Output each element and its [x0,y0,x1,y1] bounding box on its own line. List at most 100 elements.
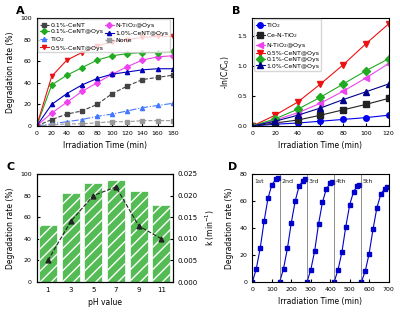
N-TiO2@Oys [155,55,160,59]
0.1%-CeNT [125,84,130,88]
1.0%-CeNT@Oys [386,82,391,86]
Text: 3rd: 3rd [308,179,319,184]
TiO2 [341,118,346,121]
0.1%-CeNT [80,109,84,113]
1.0%-CeNT@Oys [364,90,368,94]
Line: Ce-N-TiO2: Ce-N-TiO2 [250,96,391,129]
Y-axis label: -ln(C/C$_0$): -ln(C/C$_0$) [220,55,232,89]
0.5%-CeNT@Oys [364,42,368,46]
TiO2 [273,122,278,126]
Ce-N-TiO2 [341,108,346,112]
TiO2 [95,115,100,118]
Line: 0.1%-CeNT@Oys: 0.1%-CeNT@Oys [250,56,391,129]
None [125,120,130,124]
Legend: TiO$_2$, Ce-N-TiO$_2$, N-TiO$_2$@Oys, 0.5%-CeNT@Oys, 0.1%-CeNT@Oys, 1.0%-CeNT@Oy: TiO$_2$, Ce-N-TiO$_2$, N-TiO$_2$@Oys, 0.… [254,19,321,70]
Text: 5th: 5th [363,179,373,184]
0.1%-CeNT [95,103,100,106]
TiO2 [155,104,160,107]
N-TiO2@Oys [386,62,391,65]
0.5%-CeNT@Oys [273,113,278,117]
N-TiO2@Oys [140,58,145,62]
Y-axis label: k (min$^{-1}$): k (min$^{-1}$) [204,210,217,246]
0.1%-CeNT@Oys [250,124,255,128]
TiO2 [170,101,175,105]
1.0%-CeNT@Oys [341,98,346,101]
0.5%-CeNT@Oys [34,124,39,128]
0.5%-CeNT@Oys [250,124,255,128]
0.1%-CeNT [34,124,39,128]
0.1%-CeNT@Oys [170,49,175,53]
0.1%-CeNT@Oys [80,66,84,69]
X-axis label: Irradiation Time (min): Irradiation Time (min) [278,141,362,151]
0.1%-CeNT@Oys [273,117,278,121]
0.1%-CeNT@Oys [341,82,346,86]
Text: B: B [232,6,240,16]
TiO2 [64,120,69,124]
0.5%-CeNT@Oys [125,38,130,41]
Bar [62,193,80,282]
Ce-N-TiO2 [250,124,255,128]
Y-axis label: Degradation rate (%): Degradation rate (%) [6,187,14,269]
Line: 0.5%-CeNT@Oys: 0.5%-CeNT@Oys [34,34,175,128]
Ce-N-TiO2 [318,113,323,117]
1.0%-CeNT@Oys [95,77,100,80]
N-TiO2@Oys [318,101,323,105]
N-TiO2@Oys [273,118,278,122]
Line: 0.5%-CeNT@Oys: 0.5%-CeNT@Oys [250,21,391,129]
0.5%-CeNT@Oys [296,100,300,104]
1.0%-CeNT@Oys [125,70,130,74]
TiO2 [34,124,39,128]
N-TiO2@Oys [95,81,100,85]
N-TiO2@Oys [64,100,69,104]
TiO2 [318,119,323,123]
TiO2 [296,121,300,125]
0.1%-CeNT@Oys [155,51,160,54]
Text: 2nd: 2nd [281,179,293,184]
N-TiO2@Oys [34,124,39,128]
Ce-N-TiO2 [386,96,391,100]
1.0%-CeNT@Oys [80,83,84,87]
N-TiO2@Oys [341,89,346,93]
0.5%-CeNT@Oys [170,34,175,38]
X-axis label: Irradiation Time (min): Irradiation Time (min) [278,297,362,306]
N-TiO2@Oys [170,54,175,58]
TiO2 [140,106,145,110]
Line: TiO2: TiO2 [250,112,391,129]
Line: N-TiO2@Oys: N-TiO2@Oys [250,61,391,129]
TiO2 [250,124,255,128]
TiO2 [110,112,115,116]
0.1%-CeNT@Oys [49,83,54,87]
0.1%-CeNT [140,78,145,81]
0.1%-CeNT@Oys [386,57,391,61]
N-TiO2@Oys [80,90,84,93]
Ce-N-TiO2 [273,121,278,125]
0.5%-CeNT@Oys [155,34,160,38]
TiO2 [125,109,130,113]
N-TiO2@Oys [296,111,300,115]
1.0%-CeNT@Oys [296,113,300,117]
1.0%-CeNT@Oys [250,124,255,128]
Bar [39,225,57,282]
0.5%-CeNT@Oys [49,74,54,78]
X-axis label: pH value: pH value [88,298,122,307]
Text: A: A [16,6,25,16]
1.0%-CeNT@Oys [140,68,145,72]
1.0%-CeNT@Oys [110,72,115,76]
1.0%-CeNT@Oys [273,119,278,123]
0.1%-CeNT@Oys [64,73,69,77]
0.1%-CeNT@Oys [125,52,130,55]
Legend: 0.1%-CeNT, 0.1%-CeNT@Oys, TiO$_2$, 0.5%-CeNT@Oys, N-TiO$_2$@Oys, 1.0%-CeNT@Oys, : 0.1%-CeNT, 0.1%-CeNT@Oys, TiO$_2$, 0.5%-… [38,19,170,52]
Text: 4th: 4th [336,179,346,184]
Line: None: None [34,119,175,128]
Y-axis label: Degradation rate (%): Degradation rate (%) [225,187,234,269]
1.0%-CeNT@Oys [49,103,54,106]
Y-axis label: Degradation rate (%): Degradation rate (%) [6,31,14,113]
0.5%-CeNT@Oys [386,22,391,26]
0.5%-CeNT@Oys [80,51,84,54]
0.5%-CeNT@Oys [341,63,346,67]
0.1%-CeNT@Oys [318,95,323,99]
0.5%-CeNT@Oys [64,58,69,62]
Line: 1.0%-CeNT@Oys: 1.0%-CeNT@Oys [250,81,391,129]
Ce-N-TiO2 [296,118,300,122]
Line: TiO2: TiO2 [34,101,175,128]
